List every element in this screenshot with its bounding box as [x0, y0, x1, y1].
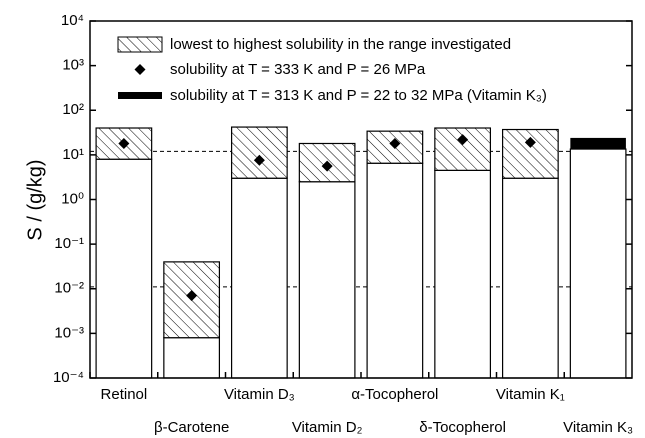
- range-hatch: [501, 128, 559, 179]
- legend-label: lowest to highest solubility in the rang…: [170, 36, 511, 53]
- legend-label: solubility at T = 313 K and P = 22 to 32…: [170, 87, 547, 104]
- bar-base: [569, 148, 627, 379]
- x-tick-label: Vitamin K₁: [496, 386, 565, 403]
- point: [457, 134, 469, 146]
- x-tick-label: Vitamin D₃: [224, 386, 295, 403]
- y-tick-label: 10⁻⁴: [53, 369, 84, 386]
- bar-base: [163, 337, 221, 379]
- legend-solid: [118, 92, 162, 99]
- legend-label: solubility at T = 333 K and P = 26 MPa: [170, 61, 426, 78]
- point: [186, 290, 198, 302]
- y-tick-label: 10⁻¹: [54, 235, 84, 252]
- point: [389, 137, 401, 149]
- x-tick-label: β-Carotene: [154, 419, 229, 436]
- y-tick-label: 10²: [62, 101, 84, 118]
- x-tick-label: α-Tocopherol: [351, 386, 438, 403]
- point: [118, 137, 130, 149]
- x-tick-label: Vitamin D₂: [292, 419, 363, 436]
- plot-frame: [89, 20, 633, 379]
- y-tick-label: 10⁴: [61, 12, 84, 29]
- x-tick-label: δ-Tocopherol: [419, 419, 506, 436]
- bar-base: [230, 177, 288, 379]
- y-tick-label: 10¹: [62, 146, 84, 163]
- point: [321, 160, 333, 172]
- legend-hatch: [117, 36, 163, 53]
- y-tick-label: 10³: [62, 57, 84, 74]
- bar-base: [501, 177, 559, 379]
- bar-base: [95, 158, 153, 379]
- x-tick-label: Vitamin K₃: [563, 419, 633, 436]
- range-hatch: [230, 126, 288, 179]
- bar-base: [366, 162, 424, 379]
- y-tick-label: 10⁻²: [54, 280, 84, 297]
- range-solid: [570, 137, 626, 150]
- y-tick-label: 10⁻³: [54, 324, 84, 341]
- bar-base: [298, 181, 356, 379]
- y-axis-label: S / (g/kg): [24, 159, 46, 240]
- y-tick-label: 10⁰: [61, 190, 84, 207]
- bar-base: [434, 169, 492, 379]
- legend-point: [134, 64, 146, 75]
- x-tick-label: Retinol: [101, 386, 148, 403]
- point: [253, 154, 265, 166]
- point: [524, 136, 536, 148]
